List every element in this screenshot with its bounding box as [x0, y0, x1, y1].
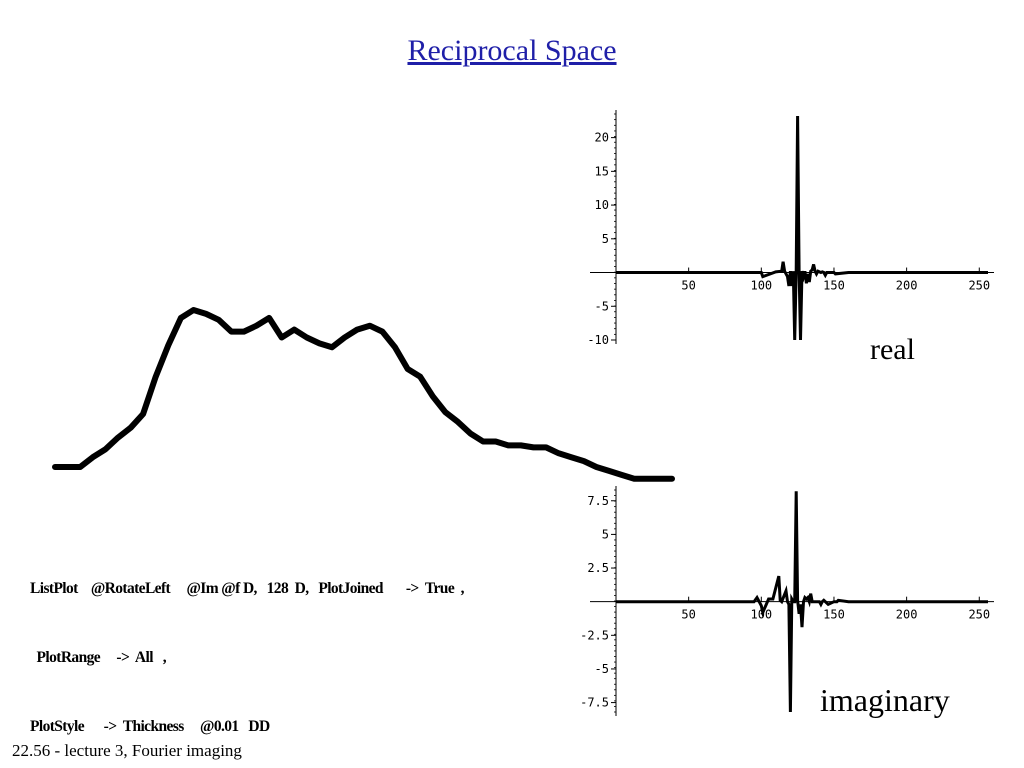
imaginary-y-tick-label: -7.5	[580, 696, 609, 710]
code-line: PlotRange -> All ,	[30, 649, 167, 666]
imaginary-x-tick-label: 250	[968, 608, 990, 622]
real-x-tick-label: 100	[750, 279, 772, 293]
code-block: ListPlot @RotateLeft @Im @f D, 128 D, Pl…	[30, 531, 465, 761]
imaginary-y-tick-label: 7.5	[587, 494, 609, 508]
real-series-line	[616, 115, 988, 341]
real-y-tick-label: 15	[595, 164, 609, 178]
imaginary-x-tick-label: 150	[823, 608, 845, 622]
imaginary-x-tick-label: 100	[750, 608, 772, 622]
imaginary-label: imaginary	[820, 682, 950, 718]
code-line: PlotStyle -> Thickness @0.01 DD	[30, 718, 270, 735]
profile-line	[52, 307, 675, 482]
footer-text: 22.56 - lecture 3, Fourier imaging	[12, 741, 242, 760]
real-y-tick-label: -10	[587, 333, 609, 347]
real-x-tick-label: 150	[823, 279, 845, 293]
imaginary-y-tick-label: 5	[602, 527, 609, 541]
imaginary-x-tick-label: 200	[896, 608, 918, 622]
imaginary-y-tick-label: -5	[595, 662, 609, 676]
real-x-tick-label: 200	[896, 279, 918, 293]
imaginary-x-tick-label: 50	[681, 608, 695, 622]
imaginary-series-line	[616, 491, 988, 713]
code-line: ListPlot @RotateLeft @Im @f D, 128 D, Pl…	[30, 580, 465, 597]
real-y-tick-label: -5	[595, 299, 609, 313]
real-label: real	[870, 333, 915, 366]
imaginary-y-tick-label: -2.5	[580, 628, 609, 642]
imaginary-y-tick-label: 2.5	[587, 561, 609, 575]
real-x-tick-label: 250	[968, 279, 990, 293]
real-x-tick-label: 50	[681, 279, 695, 293]
slide-title: Reciprocal Space	[407, 34, 617, 67]
real-y-tick-label: 5	[602, 232, 609, 246]
real-y-tick-label: 20	[595, 131, 609, 145]
real-y-tick-label: 10	[595, 198, 609, 212]
